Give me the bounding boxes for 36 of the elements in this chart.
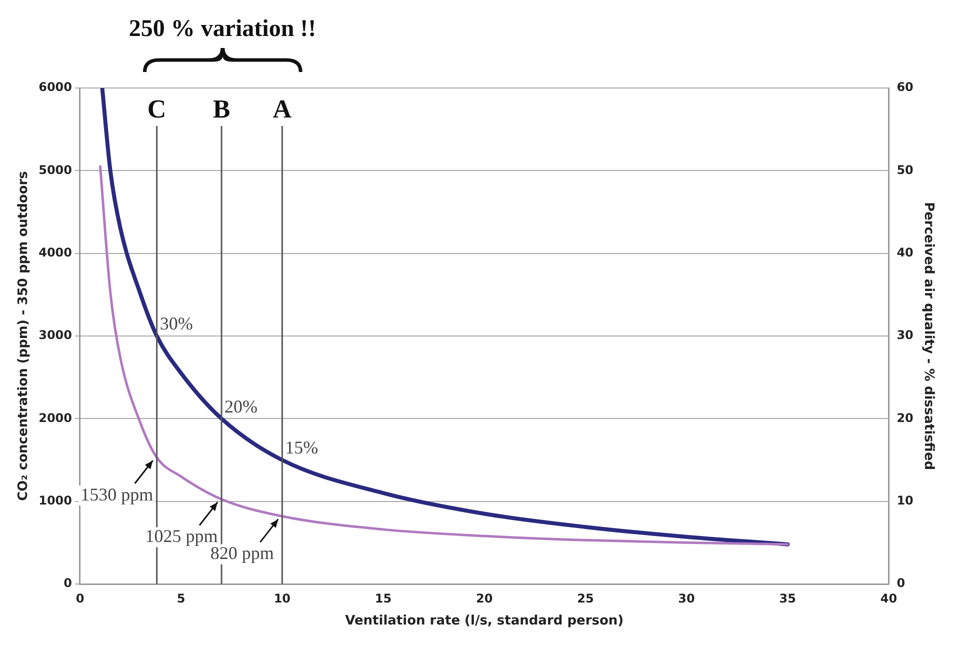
data-label: 820 ppm (210, 542, 274, 563)
ref-line-label: B (212, 94, 230, 124)
ref-line-label: C (147, 94, 166, 124)
x-tick-label: 30 (678, 591, 695, 606)
y2-tick-label: 30 (896, 328, 914, 342)
data-label: 15% (285, 438, 318, 458)
y2-tick-label: 40 (896, 245, 914, 260)
data-label: 1025 ppm (145, 526, 218, 546)
x-tick-label: 0 (76, 591, 84, 606)
y2-tick-label: 20 (896, 410, 914, 425)
x-tick-label: 10 (274, 591, 291, 606)
y2-tick-label: 50 (896, 162, 914, 177)
y-tick-label: 6000 (38, 80, 72, 94)
x-tick-label: 25 (577, 591, 594, 606)
y-tick-label: 3000 (38, 328, 72, 342)
y-tick-label: 1000 (38, 493, 72, 508)
x-tick-label: 5 (176, 591, 186, 606)
y-axis-title: CO₂ concentration (ppm) - 350 ppm outdoors (16, 170, 32, 501)
y-tick-label: 2000 (38, 410, 72, 425)
x-tick-label: 35 (779, 591, 796, 606)
y2-tick-label: 10 (896, 493, 914, 508)
y2-tick-label: 0 (896, 576, 906, 590)
y-tick-label: 5000 (38, 162, 72, 177)
y2-axis-title: Perceived air quality - % dissatisfied (920, 202, 936, 470)
x-axis-title: Ventilation rate (l/s, standard person) (345, 614, 624, 629)
y-tick-label: 4000 (38, 245, 72, 260)
y2-tick-label: 60 (896, 80, 914, 94)
y-tick-label: 0 (64, 576, 72, 590)
x-tick-label: 40 (880, 591, 898, 606)
data-label: 20% (224, 396, 258, 416)
x-tick-label: 15 (374, 591, 392, 606)
ref-line-label: A (272, 94, 292, 124)
x-tick-label: 20 (476, 591, 493, 606)
chart-title: 250 % variation !! (128, 16, 316, 42)
data-label: 30% (160, 314, 193, 334)
data-label: 1530 ppm (80, 484, 154, 504)
